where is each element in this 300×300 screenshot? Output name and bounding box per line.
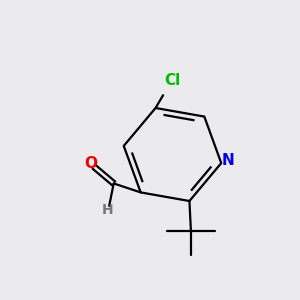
Text: H: H bbox=[102, 203, 113, 218]
Text: N: N bbox=[221, 153, 234, 168]
Text: O: O bbox=[85, 156, 98, 171]
Text: Cl: Cl bbox=[164, 74, 180, 88]
